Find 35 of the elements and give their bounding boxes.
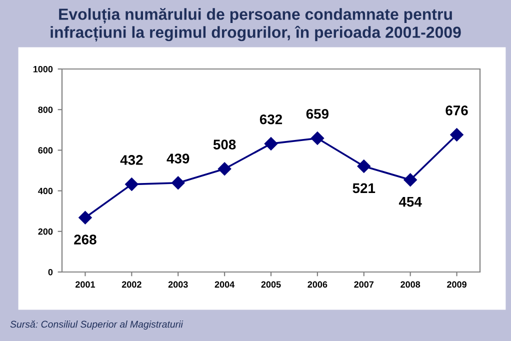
data-label: 508 — [213, 140, 236, 150]
point — [78, 211, 92, 224]
x-tick-label: 2008 — [400, 281, 420, 288]
data-label: 454 — [398, 197, 422, 207]
point — [310, 132, 324, 145]
x-tick-label: 2006 — [308, 281, 328, 288]
y-tick-label: 400 — [38, 188, 53, 194]
x-tick-label: 2004 — [214, 281, 235, 288]
point — [450, 128, 464, 142]
x-tick-label: 2003 — [168, 281, 188, 288]
data-label: 439 — [166, 154, 190, 164]
x-tick-label: 2009 — [447, 281, 466, 288]
point — [264, 137, 278, 150]
point — [357, 160, 370, 173]
y-tick-label: 200 — [38, 228, 53, 235]
y-tick-label: 600 — [38, 147, 53, 154]
y-tick-label: 1000 — [33, 66, 53, 72]
chart-title: Evoluția numărului de persoane condamnate pentru infracțiuni la regimul drogurilor, în perioada 2001-2009 — [50, 8, 461, 42]
x-tick-label: 2007 — [354, 281, 374, 288]
point — [404, 173, 417, 186]
x-tick-label: 2002 — [122, 281, 142, 288]
data-label: 432 — [120, 155, 143, 165]
point — [172, 176, 185, 190]
data-label: 521 — [352, 183, 376, 194]
point — [125, 178, 138, 191]
data-label: 676 — [446, 106, 468, 116]
point — [218, 162, 232, 176]
data-label: 659 — [306, 108, 329, 119]
x-tick-label: 2001 — [75, 281, 96, 288]
text: Sursă: Consiliul Superior al Magistraturii — [10, 320, 184, 330]
x-tick-label: 2005 — [261, 281, 281, 288]
data-label: 632 — [260, 114, 282, 124]
y-tick-label: 800 — [38, 106, 53, 113]
y-tick-label: 0 — [48, 268, 53, 276]
data-label: 268 — [74, 234, 96, 244]
